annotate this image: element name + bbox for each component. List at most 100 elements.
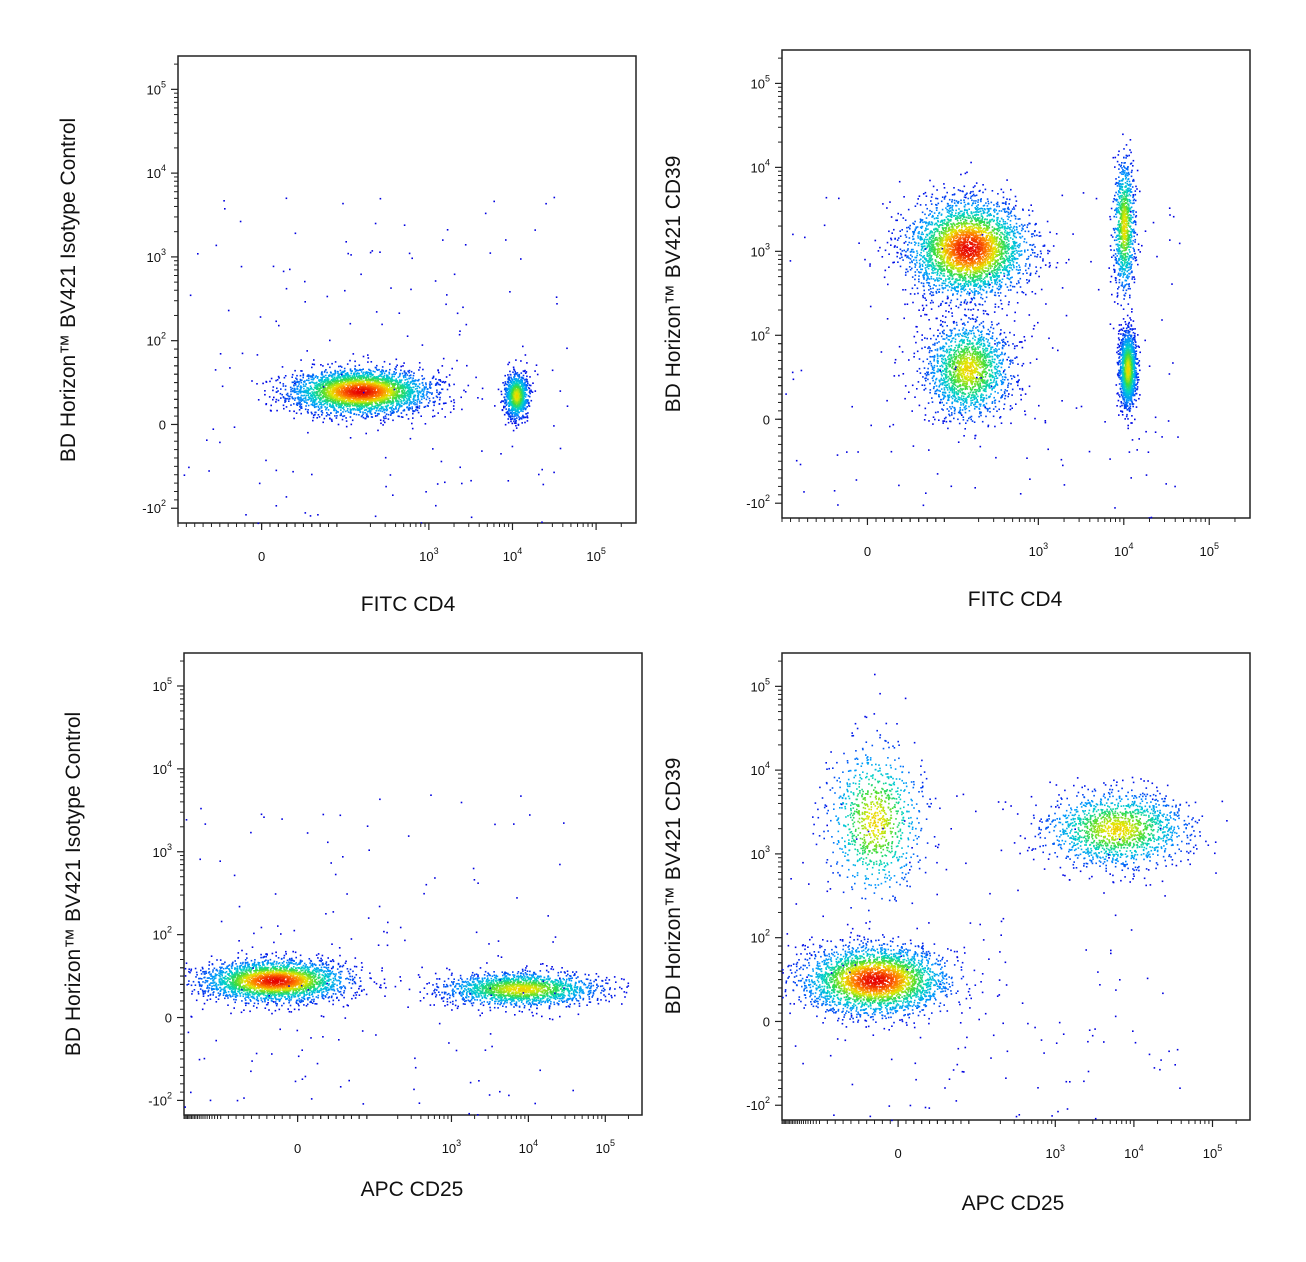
event-dot bbox=[367, 361, 369, 363]
event-dot bbox=[385, 392, 387, 394]
event-dot bbox=[524, 370, 526, 372]
event-dot bbox=[389, 389, 391, 391]
event-dot bbox=[388, 382, 390, 384]
event-dot bbox=[398, 388, 400, 390]
event-dot bbox=[316, 398, 318, 400]
event-dot bbox=[989, 227, 991, 229]
event-dot bbox=[293, 411, 295, 413]
event-dot bbox=[400, 366, 402, 368]
event-dot bbox=[361, 393, 363, 395]
event-dot bbox=[935, 285, 937, 287]
event-dot bbox=[908, 209, 910, 211]
event-dot bbox=[431, 383, 433, 385]
event-dot bbox=[389, 373, 391, 375]
event-dot bbox=[314, 407, 316, 409]
event-dot bbox=[349, 405, 351, 407]
event-dot bbox=[514, 418, 516, 420]
event-dot bbox=[521, 384, 523, 386]
event-dot bbox=[510, 400, 512, 402]
event-dot bbox=[354, 401, 356, 403]
event-dot bbox=[545, 203, 547, 205]
event-dot bbox=[526, 384, 528, 386]
event-dot bbox=[351, 389, 353, 391]
event-dot bbox=[337, 388, 339, 390]
event-dot bbox=[341, 389, 343, 391]
event-dot bbox=[382, 392, 384, 394]
event-dot bbox=[517, 396, 519, 398]
event-dot bbox=[340, 387, 342, 389]
event-dot bbox=[366, 398, 368, 400]
y-tick-label: 103 bbox=[147, 247, 166, 265]
event-dot bbox=[357, 372, 359, 374]
event-dot bbox=[427, 396, 429, 398]
event-dot bbox=[339, 403, 341, 405]
event-dot bbox=[421, 402, 423, 404]
event-dot bbox=[512, 446, 514, 448]
event-dot bbox=[369, 396, 371, 398]
event-dot bbox=[560, 448, 562, 450]
event-dot bbox=[323, 386, 325, 388]
event-dot bbox=[369, 391, 371, 393]
event-dot bbox=[401, 412, 403, 414]
event-dot bbox=[419, 400, 421, 402]
event-dot bbox=[439, 397, 441, 399]
event-dot bbox=[1029, 215, 1031, 217]
event-dot bbox=[359, 364, 361, 366]
event-dot bbox=[333, 390, 335, 392]
event-dot bbox=[512, 408, 514, 410]
event-dot bbox=[329, 397, 331, 399]
event-dot bbox=[399, 312, 401, 314]
event-dot bbox=[394, 373, 396, 375]
event-dot bbox=[362, 394, 364, 396]
event-dot bbox=[513, 393, 515, 395]
event-dot bbox=[443, 403, 445, 405]
event-dot bbox=[358, 414, 360, 416]
event-dot bbox=[283, 408, 285, 410]
event-dot bbox=[324, 385, 326, 387]
event-dot bbox=[381, 384, 383, 386]
event-dot bbox=[425, 491, 427, 493]
event-dot bbox=[510, 377, 512, 379]
event-dot bbox=[387, 401, 389, 403]
event-dot bbox=[312, 420, 314, 422]
event-dot bbox=[523, 409, 525, 411]
event-dot bbox=[516, 407, 518, 409]
event-dot bbox=[391, 409, 393, 411]
event-dot bbox=[1040, 250, 1042, 252]
event-dot bbox=[404, 410, 406, 412]
event-dot bbox=[360, 411, 362, 413]
event-dot bbox=[379, 394, 381, 396]
event-dot bbox=[319, 416, 321, 418]
event-dot bbox=[511, 388, 513, 390]
event-dot bbox=[373, 384, 375, 386]
event-dot bbox=[362, 402, 364, 404]
event-dot bbox=[308, 397, 310, 399]
event-dot bbox=[518, 385, 520, 387]
event-dot bbox=[936, 263, 938, 265]
event-dot bbox=[510, 403, 512, 405]
event-dot bbox=[1042, 258, 1044, 260]
event-dot bbox=[375, 516, 377, 518]
event-dot bbox=[276, 505, 278, 507]
event-dot bbox=[502, 409, 504, 411]
event-dot bbox=[304, 395, 306, 397]
event-dot bbox=[326, 383, 328, 385]
event-dot bbox=[278, 377, 280, 379]
event-dot bbox=[888, 266, 890, 268]
event-dot bbox=[342, 379, 344, 381]
event-dot bbox=[525, 372, 527, 374]
event-dot bbox=[364, 418, 366, 420]
event-dot bbox=[305, 405, 307, 407]
event-dot bbox=[366, 383, 368, 385]
event-dot bbox=[426, 394, 428, 396]
event-dot bbox=[356, 414, 358, 416]
event-dot bbox=[307, 432, 309, 434]
event-dot bbox=[429, 392, 431, 394]
event-dot bbox=[454, 274, 456, 276]
event-dot bbox=[369, 382, 371, 384]
event-dot bbox=[372, 386, 374, 388]
event-dot bbox=[412, 391, 414, 393]
event-dot bbox=[449, 374, 451, 376]
event-dot bbox=[981, 213, 983, 215]
event-dot bbox=[513, 405, 515, 407]
